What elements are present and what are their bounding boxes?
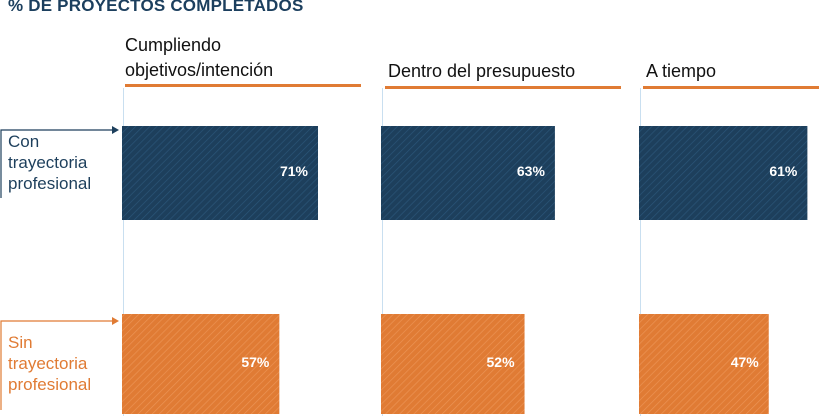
legend-con-trayectoria: Con trayectoria profesional	[0, 131, 104, 199]
panel-title-tiempo-line2: A tiempo	[646, 61, 717, 81]
chart-title: % DE PROYECTOS COMPLETADOS	[8, 0, 304, 15]
bar-con-objetivos	[122, 126, 318, 220]
panel-title-tiempo: A tiempo	[646, 59, 716, 84]
legend-sin-arrowhead	[112, 317, 119, 325]
legend-sin-trayectoria: Sin trayectoria profesional	[0, 332, 104, 400]
panel-axis-objetivos	[123, 88, 124, 416]
panel-title-presupuesto-line2: Dentro del presupuesto	[388, 61, 576, 81]
bar-sin-presupuesto	[381, 314, 525, 414]
legend-sin-bracket	[0, 317, 119, 410]
legend-con-arrowhead	[112, 126, 119, 134]
bar-sin-tiempo	[639, 314, 769, 414]
bar-label-con-objetivos: 71%	[280, 163, 309, 179]
panel-axis-tiempo	[640, 88, 641, 416]
bar-label-con-tiempo: 61%	[769, 163, 798, 179]
bar-label-sin-tiempo: 47%	[731, 354, 760, 370]
bar-sin-objetivos	[122, 314, 280, 414]
panel-rule-tiempo	[643, 86, 819, 89]
bar-con-presupuesto	[381, 126, 555, 220]
bar-label-sin-objetivos: 57%	[241, 354, 270, 370]
bar-con-tiempo	[639, 126, 808, 220]
legend-sin-label: Sin trayectoria profesional	[8, 333, 92, 394]
bar-label-con-presupuesto: 63%	[517, 163, 546, 179]
panel-title-objetivos: Cumpliendo objetivos/intención	[125, 33, 273, 83]
legend-con-label: Con trayectoria profesional	[8, 132, 92, 193]
panel-rule-presupuesto	[385, 86, 621, 89]
bar-label-sin-presupuesto: 52%	[487, 354, 516, 370]
legend-con-bracket	[0, 126, 119, 198]
panel-title-presupuesto: Dentro del presupuesto	[388, 59, 575, 84]
panel-rule-objetivos	[125, 84, 361, 87]
panel-title-objetivos-line1: Cumpliendo	[125, 35, 222, 55]
panel-axis-presupuesto	[382, 88, 383, 416]
panel-title-objetivos-line2: objetivos/intención	[125, 60, 274, 80]
